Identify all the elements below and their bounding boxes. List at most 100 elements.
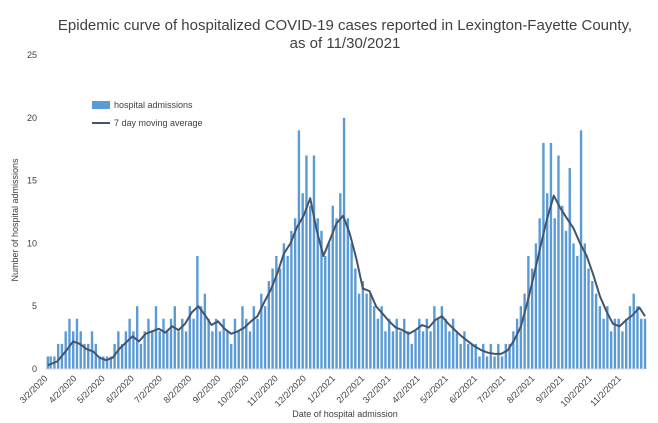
bar-admissions [451,318,455,369]
bar-admissions [132,331,135,369]
bar-admissions [470,343,474,369]
bar-admissions [166,331,169,369]
bar-admissions [207,318,210,369]
x-axis-ticks: 3/2/20204/2/20205/2/20206/2/20207/2/2020… [18,373,624,408]
x-tick-label: 4/2/2020 [47,373,79,405]
bar-admissions [542,142,545,369]
bar-admissions [643,318,647,369]
bar-admissions [433,306,436,369]
bar-admissions [388,318,391,369]
bar-admissions [184,331,188,369]
y-tick-label: 25 [27,50,37,60]
bar-admissions [444,318,447,369]
bar-admissions [523,293,526,369]
bar-admissions [305,155,308,369]
bar-admissions [49,356,52,369]
x-tick-label: 5/2/2021 [418,373,450,405]
bar-admissions [561,205,564,369]
y-tick-label: 10 [27,238,37,248]
bar-admissions [135,306,139,369]
bar-admissions [448,331,451,369]
bar-admissions [609,331,613,369]
chart-title-line-2: as of 11/30/2021 [290,35,401,52]
legend-swatch-bars [92,101,110,109]
x-tick-label: 11/2/2021 [588,373,623,408]
bar-admissions [500,356,504,369]
bar-admissions [485,356,489,369]
bar-admissions [530,268,534,369]
bar-admissions [414,331,417,369]
bar-admissions [286,255,289,369]
x-axis-label: Date of hospital admission [292,409,398,419]
bar-admissions [263,306,267,369]
legend-label-bars: hospital admissions [114,100,193,110]
bar-admissions [613,318,617,369]
bar-admissions [474,343,477,369]
bar-admissions [211,331,214,369]
bar-admissions [553,218,556,369]
bar-admissions [109,356,113,369]
bar-admissions [241,306,244,369]
bar-admissions [391,331,395,369]
y-tick-label: 5 [32,301,37,311]
bar-admissions [192,318,195,369]
bar-admissions [572,243,575,369]
bar-admissions [324,255,327,369]
x-tick-label: 3/2/2021 [361,373,393,405]
bar-admissions [312,155,316,369]
bar-admissions [297,130,301,369]
bar-admissions [440,306,444,369]
bar-admissions [339,193,342,369]
x-tick-label: 7/2/2021 [476,373,508,405]
bar-admissions [583,243,587,369]
bar-admissions [365,293,368,369]
bar-admissions [233,318,237,369]
bar-admissions [384,331,387,369]
bar-admissions [436,318,440,369]
bar-admissions [147,318,150,369]
bar-admissions [278,268,282,369]
bar-admissions [222,318,225,369]
moving-average-line [47,194,646,367]
line-series-layer [47,194,646,367]
bar-admissions [519,306,523,369]
bar-admissions [369,293,372,369]
x-tick-label: 1/2/2021 [305,373,337,405]
x-tick-label: 7/2/2020 [132,373,164,405]
bar-admissions [188,306,192,369]
bar-admissions [245,318,248,369]
bar-admissions [406,331,410,369]
bar-admissions [624,318,628,369]
x-tick-label: 4/2/2021 [390,373,422,405]
bar-admissions [128,318,131,369]
bar-admissions [497,343,500,369]
bar-admissions [260,293,263,369]
bar-admissions [316,218,319,369]
bar-admissions [105,356,109,369]
bar-admissions [293,218,297,369]
bar-admissions [46,356,50,369]
bar-admissions [72,331,75,369]
bar-admissions [214,318,218,369]
bar-admissions [621,331,624,369]
bar-admissions [169,318,173,369]
bar-admissions [256,318,259,369]
x-tick-label: 6/2/2020 [104,373,136,405]
bar-admissions [459,343,462,369]
bar-admissions [508,343,511,369]
legend-label-line: 7 day moving average [114,118,203,128]
bar-admissions [173,306,176,369]
bar-admissions [493,356,496,369]
chart-title-line-1: Epidemic curve of hospitalized COVID-19 … [58,17,632,34]
bar-admissions [177,331,180,369]
bar-admissions [602,318,605,369]
bar-admissions [579,130,583,369]
bar-admissions [410,343,413,369]
bar-admissions [512,331,515,369]
bar-admissions [248,331,252,369]
x-tick-label: 3/2/2020 [18,373,50,405]
bar-admissions [372,306,376,369]
bar-admissions [403,318,406,369]
bar-admissions [342,117,346,369]
